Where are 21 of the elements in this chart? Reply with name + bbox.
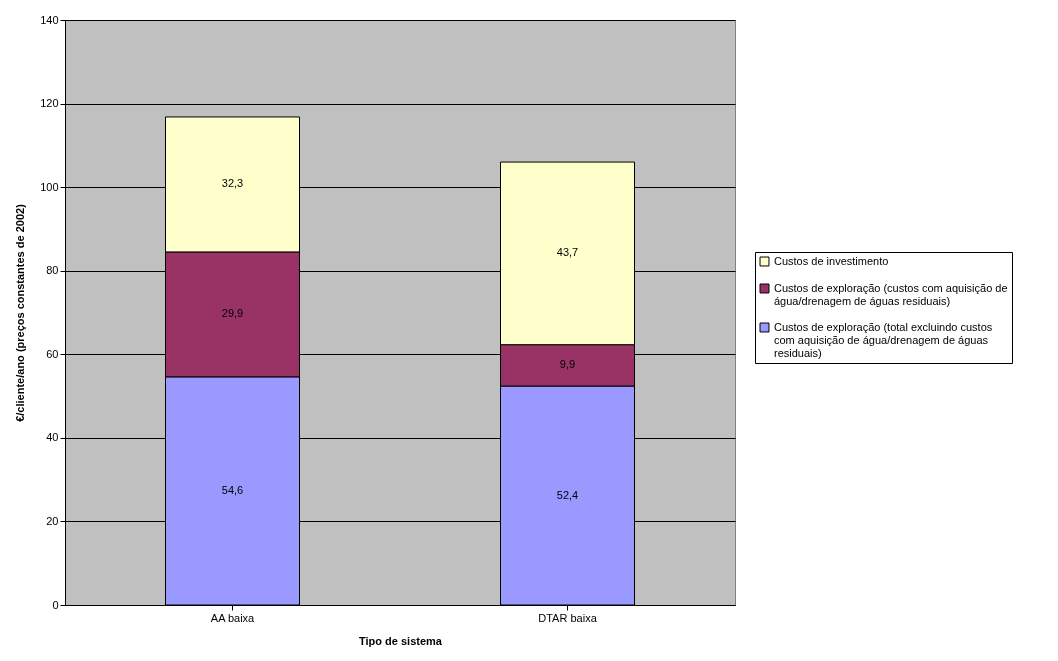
- data-label: 32,3: [221, 177, 244, 190]
- x-tick-label: DTAR baixa: [538, 611, 598, 624]
- y-tick-label: 0: [52, 598, 59, 611]
- y-tick-label: 60: [46, 347, 59, 360]
- y-tick-label: 140: [40, 13, 59, 26]
- legend-label: Custos de investimento: [774, 254, 889, 267]
- data-label: 43,7: [556, 246, 579, 259]
- data-label: 29,9: [221, 307, 244, 320]
- y-tick-label: 40: [46, 431, 59, 444]
- y-axis-title: €/cliente/ano (preços constantes de 2002): [14, 203, 27, 422]
- legend-label: Custos de exploração (custos com aquisição de água/drenagem de águas residuais): [774, 281, 1008, 307]
- legend-label: Custos de exploração (total excluindo custos com aquisição de água/drenagem de águas residuais): [774, 320, 993, 359]
- data-label: 54,6: [221, 483, 244, 496]
- data-label: 52,4: [556, 488, 579, 501]
- y-tick-label: 20: [46, 514, 59, 527]
- y-tick-label: 80: [46, 264, 59, 277]
- y-tick-label: 120: [40, 97, 59, 110]
- y-tick-label: 100: [40, 180, 59, 193]
- x-tick-label: AA baixa: [210, 611, 256, 624]
- x-axis-title: Tipo de sistema: [359, 634, 443, 647]
- data-label: 9,9: [559, 358, 576, 371]
